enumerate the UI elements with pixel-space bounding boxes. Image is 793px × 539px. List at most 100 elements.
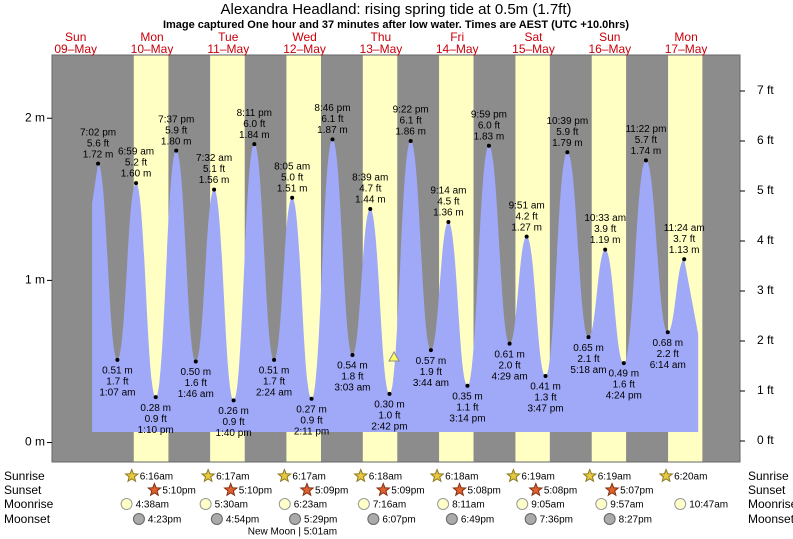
tide-label: 0.41 m [530,382,561,393]
moonrise-icon [595,498,608,510]
tide-point [665,330,670,335]
tide-label: 3:03 am [334,383,370,394]
tide-label: 2.0 ft [498,360,520,371]
sunset-icon [299,482,315,497]
tide-label: 0.35 m [452,391,483,402]
moon-phase: New Moon | 5:01am [248,527,337,538]
tide-label: 9:22 pm [393,105,429,116]
sunset-icon [375,482,391,497]
sunset-icon [146,482,162,497]
day-name: Thu [371,30,392,44]
y2-tick-label: 7 ft [757,83,774,97]
moonrise-icon [437,498,450,510]
tide-label: 4:24 pm [606,391,642,402]
sunset-time: 5:10pm [239,486,272,497]
y-tick-label: 0 m [25,435,45,449]
tide-label: 1.56 m [199,175,230,186]
tide-label: 5.7 ft [635,135,657,146]
moonset-icon [603,513,616,525]
tide-label: 1.8 ft [341,372,363,383]
tide-label: 5.9 ft [165,125,187,136]
tide-point [330,137,335,142]
moonrise-time: 9:05am [531,500,564,511]
tide-label: 3:44 am [413,378,449,389]
tide-area [92,139,699,432]
tide-label: 1.83 m [474,131,505,142]
moonset-time: 8:27pm [619,515,652,526]
sunset-icon [528,482,544,497]
tide-label: 1.74 m [631,146,662,157]
moonset-time: 6:49pm [461,515,494,526]
tide-label: 1.6 ft [613,380,635,391]
day-date: 09–May [54,42,97,56]
tide-point [507,341,512,346]
tide-point [565,150,570,155]
day-name: Sun [65,30,86,44]
tide-label: 0.28 m [140,403,171,414]
tide-label: 0.57 m [416,356,447,367]
tide-label: 8:11 pm [237,108,272,119]
tide-label: 8:05 am [274,161,310,172]
moonrise-time: 4:38am [136,500,169,511]
sunrise-icon [505,468,521,483]
y2-tick-label: 1 ft [757,383,774,397]
moonset-time: 4:23pm [148,515,181,526]
tide-label: 0.9 ft [222,417,244,428]
tide-label: 1.3 ft [534,393,556,404]
tide-label: 6:59 am [118,147,154,158]
tide-point [586,335,591,340]
tide-label: 10:39 pm [547,116,589,127]
tide-label: 1.13 m [669,245,700,256]
moonrise-icon [120,498,133,510]
tide-label: 1.80 m [161,136,192,147]
tide-label: 3:47 pm [527,404,563,415]
tide-label: 11:24 am [664,223,705,234]
tide-label: 1.36 m [433,208,464,219]
y-tick-label: 1 m [25,273,45,287]
tide-label: 7:37 pm [158,114,194,125]
row-label: Moonset [4,512,51,526]
tide-point [643,158,648,163]
day-date: 10–May [131,42,174,56]
moonrise-time: 10:47am [689,500,728,511]
tide-label: 3:14 pm [449,413,485,424]
moonset-icon [132,513,145,525]
day-date: 13–May [360,42,403,56]
tide-label: 1:46 am [178,389,214,400]
moonset-time: 4:54pm [226,515,259,526]
tide-point [115,357,120,362]
tide-label: 1.51 m [277,183,308,194]
tide-label: 1.7 ft [263,376,285,387]
tide-label: 1.0 ft [378,411,400,422]
moonrise-time: 5:30am [215,500,248,511]
sunrise-icon [276,468,292,483]
sunset-time: 5:09pm [315,486,348,497]
tide-label: 9:59 pm [471,109,507,120]
tide-label: 0.49 m [608,369,639,380]
moonrise-icon [674,498,687,510]
y2-tick-label: 5 ft [757,183,774,197]
day-name: Mon [674,30,697,44]
day-date: 15–May [512,42,555,56]
sunrise-time: 6:18am [369,472,402,483]
tide-label: 6.1 ft [400,116,422,127]
tide-label: 1.19 m [590,235,621,246]
day-name: Fri [450,30,464,44]
tide-label: 6.0 ft [243,119,265,130]
y2-tick-label: 2 ft [757,333,774,347]
tide-label: 1.7 ft [106,376,128,387]
tide-label: 5.1 ft [203,164,225,175]
tide-label: 6.1 ft [321,114,343,125]
sunset-icon [604,482,620,497]
y2-tick-label: 0 ft [757,433,774,447]
tide-label: 3.7 ft [673,234,695,245]
tide-label: 1.9 ft [420,367,442,378]
tide-point [134,181,139,186]
tide-label: 4.7 ft [359,184,381,195]
tide-point [465,383,470,388]
tide-label: 6.0 ft [478,120,500,131]
tide-label: 5.2 ft [125,158,147,169]
sunset-time: 5:09pm [391,486,424,497]
sunrise-time: 6:20am [674,472,707,483]
tide-point [446,220,451,225]
